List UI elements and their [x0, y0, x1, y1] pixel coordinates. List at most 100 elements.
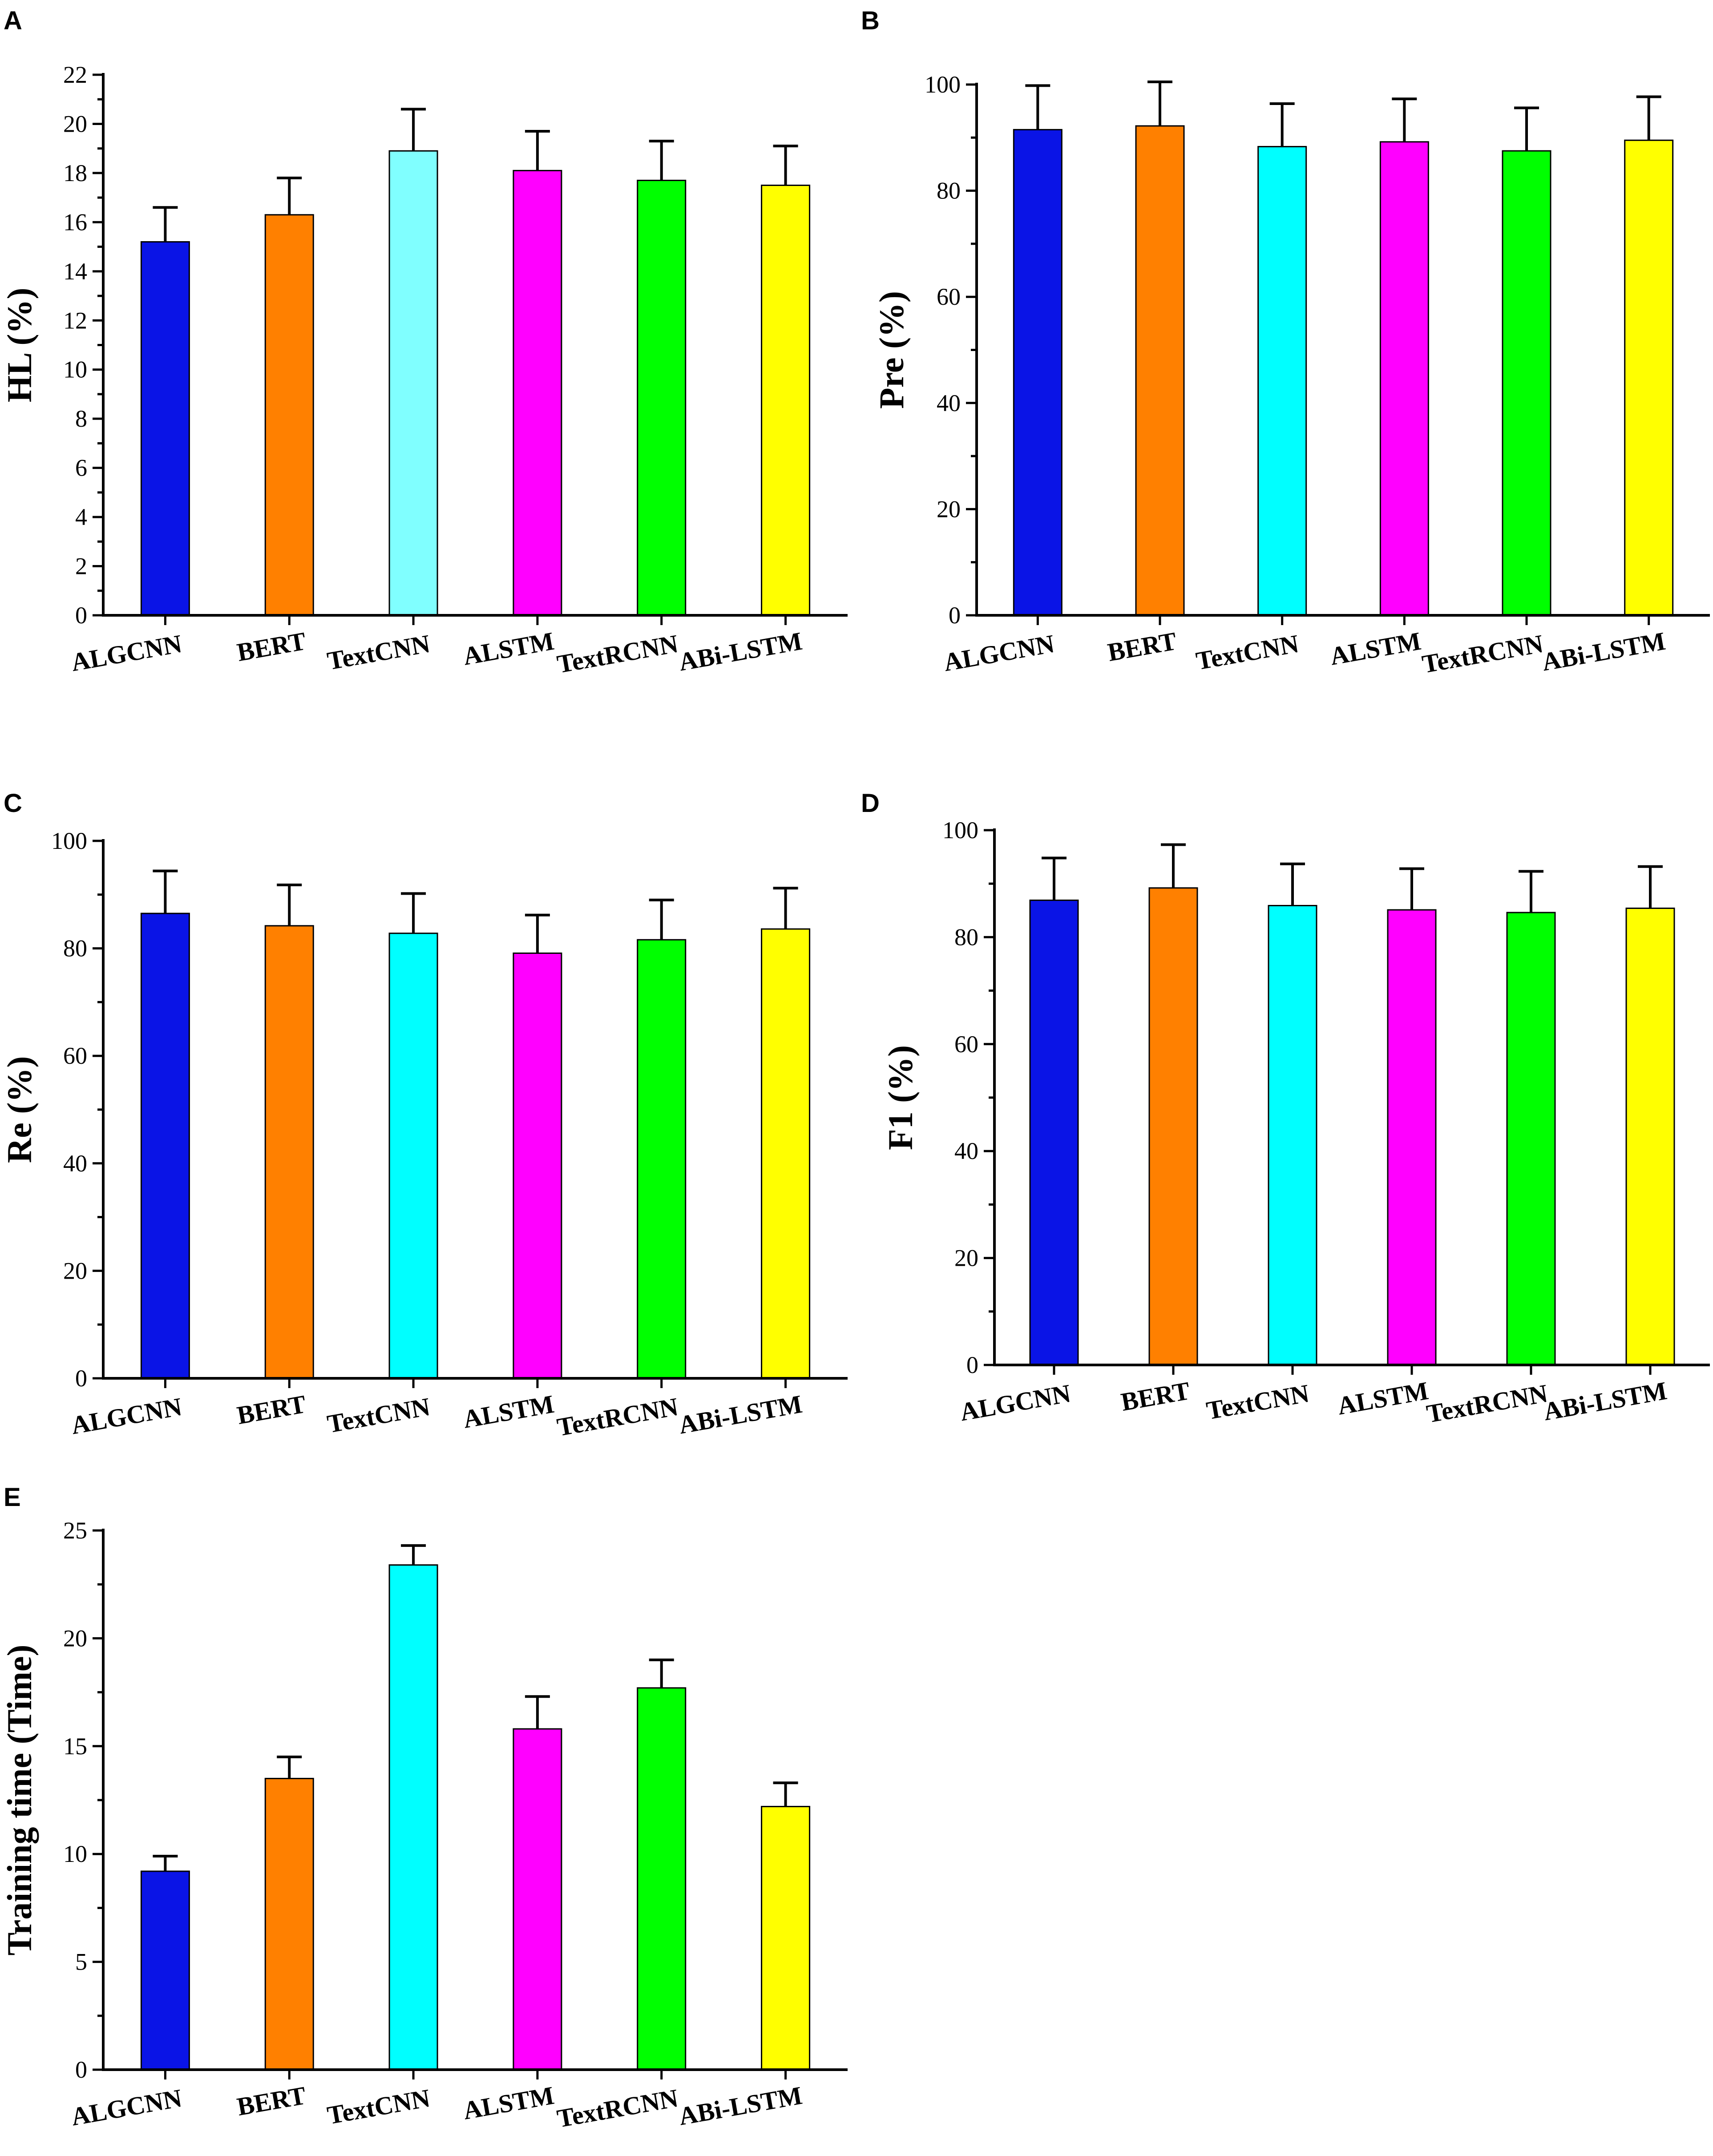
y-tick-label: 80: [937, 178, 961, 204]
y-axis-title: F1 (%): [881, 1045, 920, 1150]
bar-alstm: [1379, 141, 1429, 616]
y-tick-label: 20: [63, 1257, 87, 1284]
x-category-label: BERT: [235, 1389, 308, 1430]
bar-bert: [1135, 125, 1185, 616]
chart-panel-c: C 0 20 40 60 80 100 ALGCNN BERT TextCNN ALSTMTextR…: [0, 789, 848, 1442]
y-tick-label: 0: [949, 602, 961, 629]
y-tick-label: 4: [75, 504, 87, 530]
bar-algcnn: [140, 912, 190, 1379]
x-category-label: TextRCNN: [555, 1392, 680, 1442]
bar-bert: [264, 214, 314, 616]
bar-alstm: [513, 1728, 562, 2071]
bar-bert: [1148, 887, 1198, 1366]
x-category-label: ABi-LSTM: [676, 626, 804, 677]
y-tick-label: 0: [75, 2056, 87, 2083]
y-tick-label: 12: [63, 307, 87, 334]
bar-textrcnn: [637, 179, 687, 616]
x-category-label: TextCNN: [1204, 1379, 1311, 1425]
x-category-label: TextCNN: [325, 629, 432, 676]
x-category-label: TextRCNN: [555, 629, 680, 679]
x-category-label: ALSTM: [461, 626, 556, 671]
bar-alstm: [1387, 909, 1437, 1366]
x-category-label: ALSTM: [1335, 1376, 1430, 1421]
y-tick-label: 80: [63, 935, 87, 962]
x-category-label: BERT: [235, 2081, 308, 2121]
x-category-label: ALGCNN: [69, 2083, 184, 2132]
y-tick-label: 15: [63, 1733, 87, 1760]
panel-letter: D: [861, 789, 880, 818]
y-tick-label: 20: [954, 1245, 978, 1272]
panel-letter: B: [861, 6, 880, 35]
bar-textrcnn: [637, 939, 687, 1379]
panel-letter: A: [4, 6, 22, 35]
bar-textcnn: [1268, 904, 1317, 1366]
bar-textcnn: [388, 933, 438, 1379]
x-category-label: TextCNN: [325, 1392, 432, 1439]
x-category-label: TextRCNN: [1424, 1379, 1550, 1429]
y-tick-label: 40: [937, 390, 961, 416]
x-category-label: BERT: [1119, 1376, 1192, 1417]
bar-alstm: [513, 952, 562, 1379]
x-category-label: ABi-LSTM: [1540, 626, 1668, 677]
y-tick-label: 100: [942, 817, 978, 844]
y-tick-label: 80: [954, 924, 978, 950]
y-tick-label: 60: [63, 1042, 87, 1069]
y-tick-label: 40: [63, 1150, 87, 1177]
y-tick-label: 40: [954, 1138, 978, 1164]
x-category-label: ALSTM: [461, 1389, 556, 1434]
bar-abi-lstm: [1625, 907, 1675, 1366]
y-tick-label: 5: [75, 1949, 87, 1975]
y-tick-label: 20: [63, 1625, 87, 1651]
bar-bert: [264, 925, 314, 1379]
y-tick-label: 20: [937, 496, 961, 522]
y-tick-label: 60: [937, 283, 961, 310]
y-axis-title: Pre (%): [872, 291, 911, 409]
y-axis-title: HL (%): [0, 288, 39, 403]
x-category-label: TextCNN: [1194, 629, 1301, 676]
y-tick-label: 10: [63, 1841, 87, 1867]
bar-textrcnn: [1506, 912, 1556, 1366]
x-category-label: TextRCNN: [1420, 629, 1545, 679]
y-tick-label: 0: [75, 602, 87, 629]
bar-textcnn: [388, 150, 438, 616]
y-tick-label: 6: [75, 455, 87, 481]
y-tick-label: 100: [51, 828, 87, 854]
y-tick-label: 20: [63, 110, 87, 137]
x-category-label: ABi-LSTM: [1541, 1376, 1669, 1426]
y-tick-label: 100: [925, 71, 961, 98]
chart-panel-e: E 0 5 10 15 20 25 ALGCNN BERT TextCNN ALSTMTextRCN…: [0, 1483, 848, 2133]
chart-panel-b: B 0 20 40 60 80 100 ALGCNN BERT TextCNN ALSTMTextR…: [861, 6, 1710, 679]
x-category-label: ALSTM: [461, 2081, 556, 2125]
y-tick-label: 16: [63, 209, 87, 235]
bar-textrcnn: [1502, 150, 1551, 616]
y-tick-label: 22: [63, 61, 87, 88]
y-tick-label: 0: [966, 1352, 978, 1378]
panel-letter: C: [4, 789, 22, 818]
x-category-label: ALSTM: [1328, 626, 1423, 671]
x-category-label: ABi-LSTM: [676, 2081, 804, 2131]
bar-algcnn: [140, 1870, 190, 2071]
y-tick-label: 14: [63, 258, 87, 285]
y-tick-label: 60: [954, 1031, 978, 1058]
y-tick-label: 10: [63, 356, 87, 383]
bar-bert: [264, 1778, 314, 2071]
bar-textcnn: [1257, 146, 1307, 616]
y-tick-label: 0: [75, 1365, 87, 1392]
chart-panel-a: A 0 2 4 6 8 10 12 14 16 18 20 22 ALGCNN BERT TextCNN ALS…: [0, 6, 848, 679]
bar-abi-lstm: [761, 185, 811, 616]
y-tick-label: 8: [75, 405, 87, 432]
bar-algcnn: [1029, 899, 1079, 1366]
x-category-label: ABi-LSTM: [676, 1389, 804, 1440]
x-category-label: TextCNN: [325, 2083, 432, 2130]
x-category-label: ALGCNN: [941, 629, 1057, 677]
bar-abi-lstm: [761, 928, 811, 1379]
bar-algcnn: [1013, 129, 1063, 616]
bar-textcnn: [388, 1564, 438, 2071]
x-category-label: BERT: [235, 626, 308, 667]
bar-abi-lstm: [761, 1806, 811, 2071]
bar-alstm: [513, 170, 562, 616]
bar-abi-lstm: [1624, 139, 1674, 616]
x-category-label: BERT: [1105, 626, 1179, 667]
